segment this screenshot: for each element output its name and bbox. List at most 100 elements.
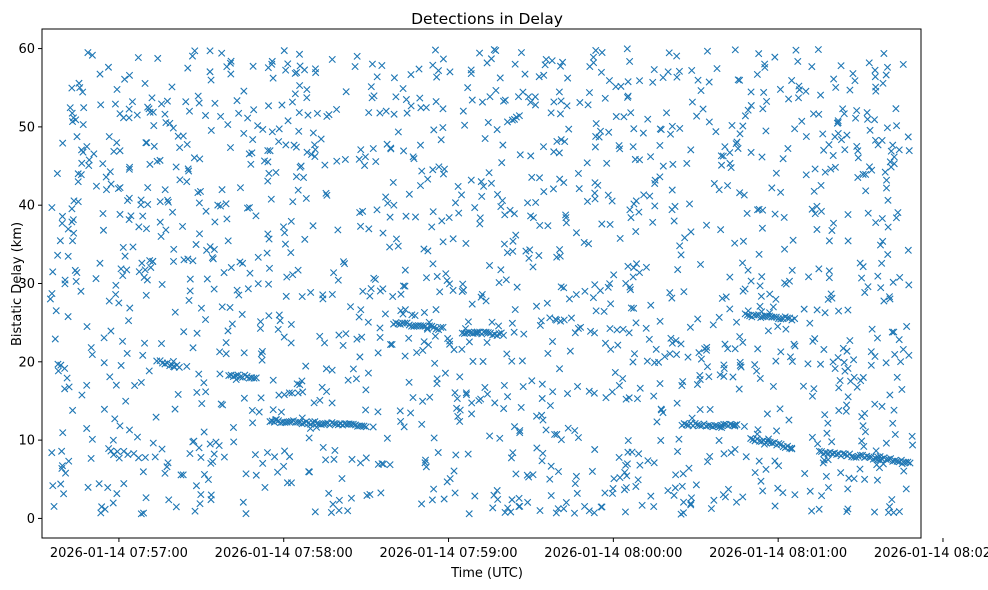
- data-point: [357, 146, 365, 154]
- data-point: [418, 420, 426, 428]
- data-point: [434, 67, 443, 75]
- data-point: [881, 168, 889, 176]
- data-point: [484, 328, 492, 337]
- data-point: [111, 415, 119, 423]
- data-point: [516, 429, 524, 437]
- data-point: [432, 325, 440, 333]
- data-point: [373, 206, 381, 214]
- data-point: [850, 373, 858, 381]
- data-point: [439, 105, 447, 113]
- data-point: [349, 420, 357, 428]
- data-point: [756, 282, 764, 290]
- data-point: [878, 402, 886, 410]
- data-point: [246, 269, 254, 277]
- data-point: [891, 350, 899, 359]
- data-point: [492, 86, 500, 95]
- data-point: [681, 234, 689, 242]
- data-point: [143, 139, 151, 147]
- data-point: [355, 313, 363, 321]
- data-point: [431, 359, 439, 367]
- data-point: [846, 86, 854, 94]
- data-point: [322, 365, 330, 373]
- data-point: [462, 389, 470, 397]
- data-point: [762, 127, 770, 135]
- data-point: [819, 130, 827, 138]
- data-point: [125, 105, 133, 113]
- data-point: [168, 208, 177, 216]
- data-point: [601, 489, 609, 497]
- data-point: [837, 136, 846, 144]
- data-point: [502, 276, 510, 284]
- data-point: [633, 395, 642, 403]
- data-point: [419, 397, 427, 405]
- data-point: [435, 163, 443, 171]
- data-point: [424, 247, 432, 255]
- data-point: [759, 105, 767, 113]
- data-point: [764, 437, 772, 445]
- data-point: [629, 273, 637, 281]
- data-point: [442, 270, 450, 278]
- data-point: [163, 97, 172, 105]
- data-point: [688, 98, 696, 106]
- data-point: [585, 387, 593, 395]
- data-point: [891, 430, 899, 439]
- data-point: [883, 124, 891, 132]
- data-point: [682, 421, 691, 429]
- data-point: [207, 76, 215, 84]
- data-point: [528, 173, 536, 181]
- data-point: [811, 165, 819, 173]
- data-point: [884, 196, 892, 204]
- data-point: [644, 457, 652, 465]
- data-point: [53, 169, 61, 178]
- data-point: [771, 502, 779, 510]
- data-point: [390, 110, 398, 118]
- data-point: [649, 218, 657, 226]
- data-point: [601, 94, 609, 102]
- data-point: [722, 293, 730, 301]
- data-point: [630, 125, 638, 133]
- data-point: [821, 168, 829, 176]
- data-point: [723, 181, 732, 190]
- data-point: [538, 380, 546, 388]
- data-point: [562, 211, 570, 219]
- data-point: [233, 97, 241, 105]
- data-point: [652, 345, 660, 353]
- data-point: [287, 339, 295, 347]
- data-point: [112, 290, 120, 299]
- data-point: [451, 389, 459, 397]
- data-point: [656, 173, 664, 181]
- data-point: [672, 337, 680, 345]
- data-point: [179, 471, 187, 479]
- data-point: [386, 461, 394, 469]
- data-point: [733, 420, 741, 429]
- data-point: [668, 206, 676, 214]
- data-point: [137, 510, 145, 518]
- data-point: [137, 196, 145, 204]
- data-point: [409, 394, 417, 402]
- data-point: [552, 509, 560, 517]
- data-point: [627, 214, 635, 222]
- data-point: [289, 198, 297, 206]
- data-point: [204, 475, 212, 484]
- data-point: [192, 482, 201, 490]
- data-point: [776, 85, 785, 93]
- data-point: [64, 313, 72, 321]
- data-point: [772, 427, 781, 435]
- data-point: [763, 410, 771, 418]
- data-point: [554, 505, 562, 513]
- data-point: [747, 434, 755, 443]
- data-point: [843, 507, 851, 516]
- data-point: [88, 51, 96, 59]
- data-point: [853, 106, 861, 115]
- data-point: [129, 243, 137, 251]
- data-point: [381, 310, 389, 318]
- data-point: [116, 183, 124, 192]
- data-point: [362, 454, 370, 462]
- data-point: [495, 279, 503, 287]
- data-point: [610, 475, 618, 483]
- data-point: [201, 111, 210, 120]
- data-point: [296, 81, 304, 90]
- data-point: [497, 266, 505, 274]
- data-point: [206, 440, 214, 448]
- data-point: [454, 182, 462, 191]
